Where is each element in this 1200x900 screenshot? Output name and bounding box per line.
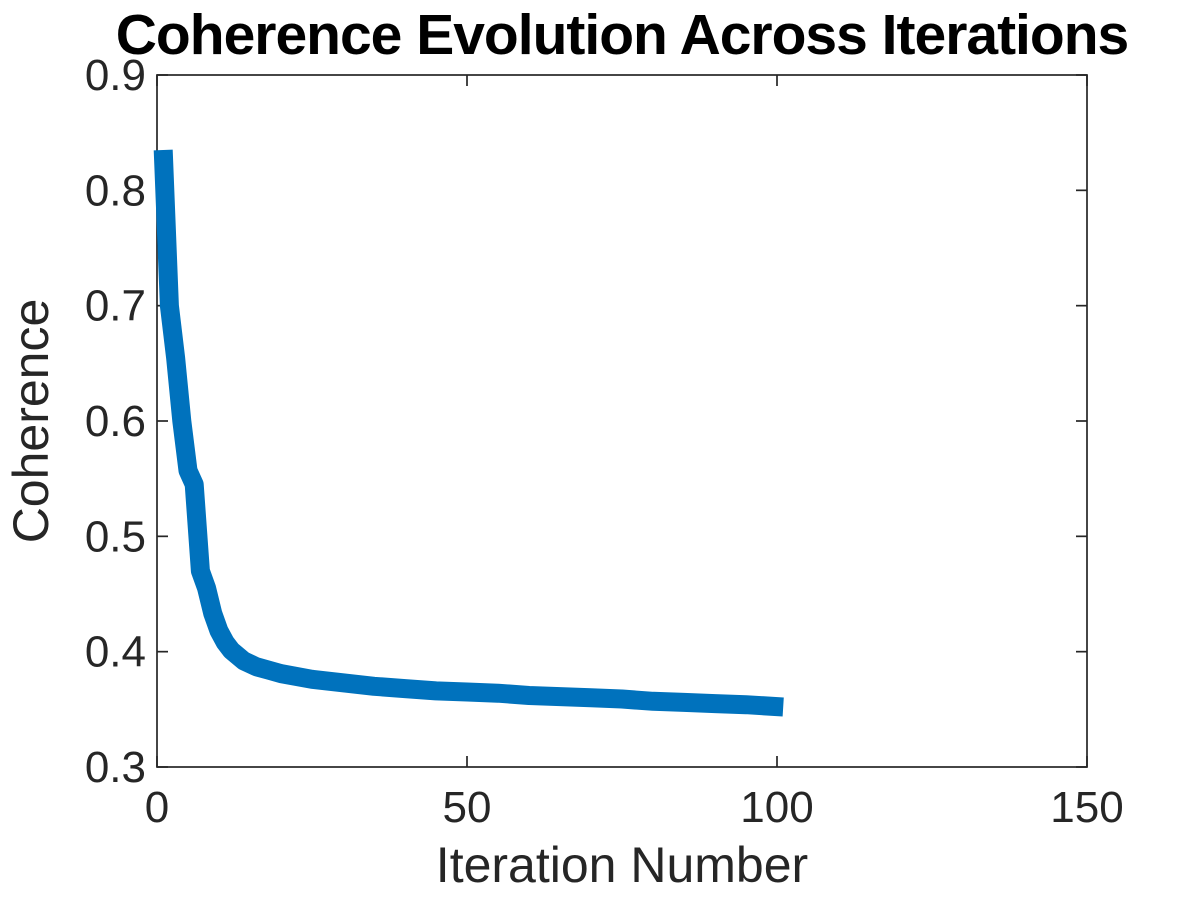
y-tick-label: 0.6 xyxy=(85,397,146,446)
y-tick-label: 0.7 xyxy=(85,282,146,331)
x-tick-label: 100 xyxy=(740,783,813,832)
plot-box xyxy=(156,74,1088,768)
x-axis-label: Iteration Number xyxy=(435,837,809,893)
x-tick-label: 50 xyxy=(443,783,492,832)
x-tick-label: 150 xyxy=(1050,783,1123,832)
y-tick-label: 0.5 xyxy=(85,512,146,561)
x-tick-label: 0 xyxy=(145,783,169,832)
chart-title: Coherence Evolution Across Iterations xyxy=(115,3,1129,67)
y-tick-label: 0.3 xyxy=(85,743,146,792)
y-tick-label: 0.9 xyxy=(85,51,146,100)
y-tick-label: 0.8 xyxy=(85,166,146,215)
coherence-line xyxy=(153,149,784,717)
y-tick-label: 0.4 xyxy=(85,628,146,677)
